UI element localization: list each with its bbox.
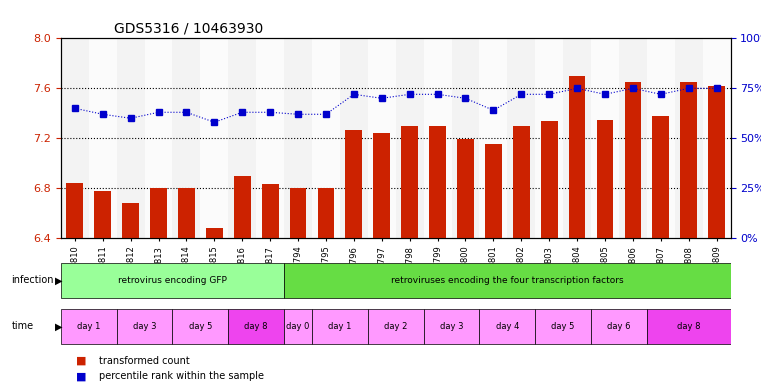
- Bar: [625, 82, 642, 238]
- Bar: [256, 38, 284, 238]
- Bar: [116, 38, 145, 238]
- Text: infection: infection: [11, 275, 54, 285]
- Bar: [262, 184, 279, 238]
- Text: GDS5316 / 10463930: GDS5316 / 10463930: [114, 22, 264, 36]
- Text: retrovirus encoding GFP: retrovirus encoding GFP: [118, 276, 227, 285]
- FancyBboxPatch shape: [116, 309, 173, 344]
- Bar: [457, 139, 474, 238]
- Text: day 8: day 8: [677, 322, 700, 331]
- Text: day 6: day 6: [607, 322, 631, 331]
- Bar: [123, 203, 139, 238]
- Bar: [424, 38, 451, 238]
- Text: day 8: day 8: [244, 322, 268, 331]
- FancyBboxPatch shape: [424, 309, 479, 344]
- Bar: [228, 38, 256, 238]
- Bar: [396, 38, 424, 238]
- Text: day 1: day 1: [77, 322, 100, 331]
- Bar: [290, 188, 307, 238]
- Text: day 3: day 3: [133, 322, 156, 331]
- Text: ■: ■: [76, 356, 87, 366]
- Bar: [451, 38, 479, 238]
- Text: transformed count: transformed count: [99, 356, 189, 366]
- FancyBboxPatch shape: [535, 309, 591, 344]
- Bar: [479, 38, 508, 238]
- Bar: [563, 38, 591, 238]
- Bar: [66, 183, 83, 238]
- Bar: [702, 38, 731, 238]
- Bar: [206, 228, 223, 238]
- Bar: [619, 38, 647, 238]
- Bar: [173, 38, 200, 238]
- Bar: [591, 38, 619, 238]
- FancyBboxPatch shape: [647, 309, 731, 344]
- Bar: [708, 86, 725, 238]
- Text: ■: ■: [76, 371, 87, 381]
- Text: time: time: [11, 321, 33, 331]
- Bar: [374, 133, 390, 238]
- Text: percentile rank within the sample: percentile rank within the sample: [99, 371, 264, 381]
- Bar: [340, 38, 368, 238]
- FancyBboxPatch shape: [479, 309, 535, 344]
- Bar: [234, 175, 250, 238]
- FancyBboxPatch shape: [591, 309, 647, 344]
- Bar: [535, 38, 563, 238]
- Text: retroviruses encoding the four transcription factors: retroviruses encoding the four transcrip…: [391, 276, 624, 285]
- Bar: [508, 38, 535, 238]
- Bar: [680, 82, 697, 238]
- Bar: [312, 38, 340, 238]
- Text: ▶: ▶: [55, 275, 62, 285]
- Bar: [150, 188, 167, 238]
- Bar: [200, 38, 228, 238]
- Text: day 4: day 4: [495, 322, 519, 331]
- Bar: [284, 38, 312, 238]
- Text: day 5: day 5: [552, 322, 575, 331]
- Bar: [675, 38, 702, 238]
- Text: day 3: day 3: [440, 322, 463, 331]
- Bar: [145, 38, 173, 238]
- Bar: [513, 126, 530, 238]
- Bar: [89, 38, 116, 238]
- Bar: [597, 119, 613, 238]
- Bar: [178, 188, 195, 238]
- Text: ▶: ▶: [55, 321, 62, 331]
- FancyBboxPatch shape: [368, 309, 424, 344]
- FancyBboxPatch shape: [284, 263, 731, 298]
- FancyBboxPatch shape: [312, 309, 368, 344]
- Bar: [368, 38, 396, 238]
- Bar: [568, 76, 585, 238]
- Bar: [401, 126, 418, 238]
- Bar: [485, 144, 501, 238]
- FancyBboxPatch shape: [61, 309, 116, 344]
- Bar: [429, 126, 446, 238]
- FancyBboxPatch shape: [228, 309, 284, 344]
- FancyBboxPatch shape: [61, 263, 284, 298]
- Text: day 0: day 0: [286, 322, 310, 331]
- Bar: [61, 38, 89, 238]
- Bar: [647, 38, 675, 238]
- Text: day 5: day 5: [189, 322, 212, 331]
- Bar: [317, 188, 334, 238]
- Text: day 1: day 1: [328, 322, 352, 331]
- FancyBboxPatch shape: [173, 309, 228, 344]
- Text: day 2: day 2: [384, 322, 407, 331]
- FancyBboxPatch shape: [284, 309, 312, 344]
- Bar: [541, 121, 558, 238]
- Bar: [652, 116, 669, 238]
- Bar: [345, 129, 362, 238]
- Bar: [94, 190, 111, 238]
